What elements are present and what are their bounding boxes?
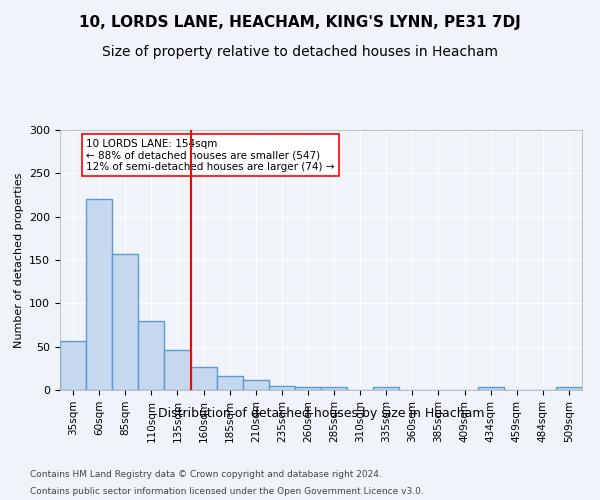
Bar: [295, 388, 321, 390]
Bar: [217, 376, 243, 390]
Bar: [112, 254, 139, 390]
Bar: [269, 386, 295, 390]
Bar: [321, 388, 347, 390]
Bar: [86, 200, 112, 390]
Bar: [478, 388, 504, 390]
Bar: [373, 388, 400, 390]
Bar: [556, 388, 582, 390]
Bar: [164, 350, 191, 390]
Bar: [191, 366, 217, 390]
Text: Distribution of detached houses by size in Heacham: Distribution of detached houses by size …: [158, 408, 484, 420]
Text: Size of property relative to detached houses in Heacham: Size of property relative to detached ho…: [102, 45, 498, 59]
Bar: [242, 380, 269, 390]
Bar: [60, 340, 86, 390]
Text: 10, LORDS LANE, HEACHAM, KING'S LYNN, PE31 7DJ: 10, LORDS LANE, HEACHAM, KING'S LYNN, PE…: [79, 15, 521, 30]
Bar: [139, 320, 164, 390]
Text: 10 LORDS LANE: 154sqm
← 88% of detached houses are smaller (547)
12% of semi-det: 10 LORDS LANE: 154sqm ← 88% of detached …: [86, 138, 335, 172]
Text: Contains HM Land Registry data © Crown copyright and database right 2024.: Contains HM Land Registry data © Crown c…: [30, 470, 382, 479]
Y-axis label: Number of detached properties: Number of detached properties: [14, 172, 23, 348]
Text: Contains public sector information licensed under the Open Government Licence v3: Contains public sector information licen…: [30, 488, 424, 496]
